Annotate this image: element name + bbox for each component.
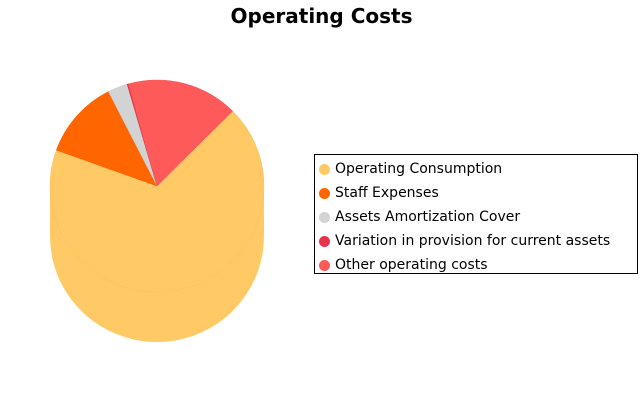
pie-side-0 [50,186,264,342]
legend-swatch [319,236,330,247]
chart-legend: Operating Consumption Staff Expenses Asset… [314,154,638,274]
legend-item: Assets Amortization Cover [315,205,637,229]
legend-item: Variation in provision for current asset… [315,229,637,253]
pie-slice-0[interactable] [49,110,265,293]
legend-label: Assets Amortization Cover [335,209,521,225]
pie-chart [49,79,265,342]
legend-label: Operating Consumption [335,161,503,177]
legend-swatch [319,260,330,271]
legend-label: Other operating costs [335,257,488,273]
pie-slice-1[interactable] [56,91,158,187]
legend-swatch [319,188,330,199]
legend-swatch [319,164,330,175]
legend-item: Other operating costs [315,253,637,277]
legend-item: Staff Expenses [315,181,637,205]
pie-top [49,79,265,293]
chart-title: Operating Costs [230,4,413,28]
legend-label: Variation in provision for current asset… [335,233,611,249]
pie-slice-4[interactable] [128,79,234,187]
legend-swatch [319,212,330,223]
pie-sides [50,186,264,342]
legend-label: Staff Expenses [335,185,439,201]
legend-item: Operating Consumption [315,157,637,181]
